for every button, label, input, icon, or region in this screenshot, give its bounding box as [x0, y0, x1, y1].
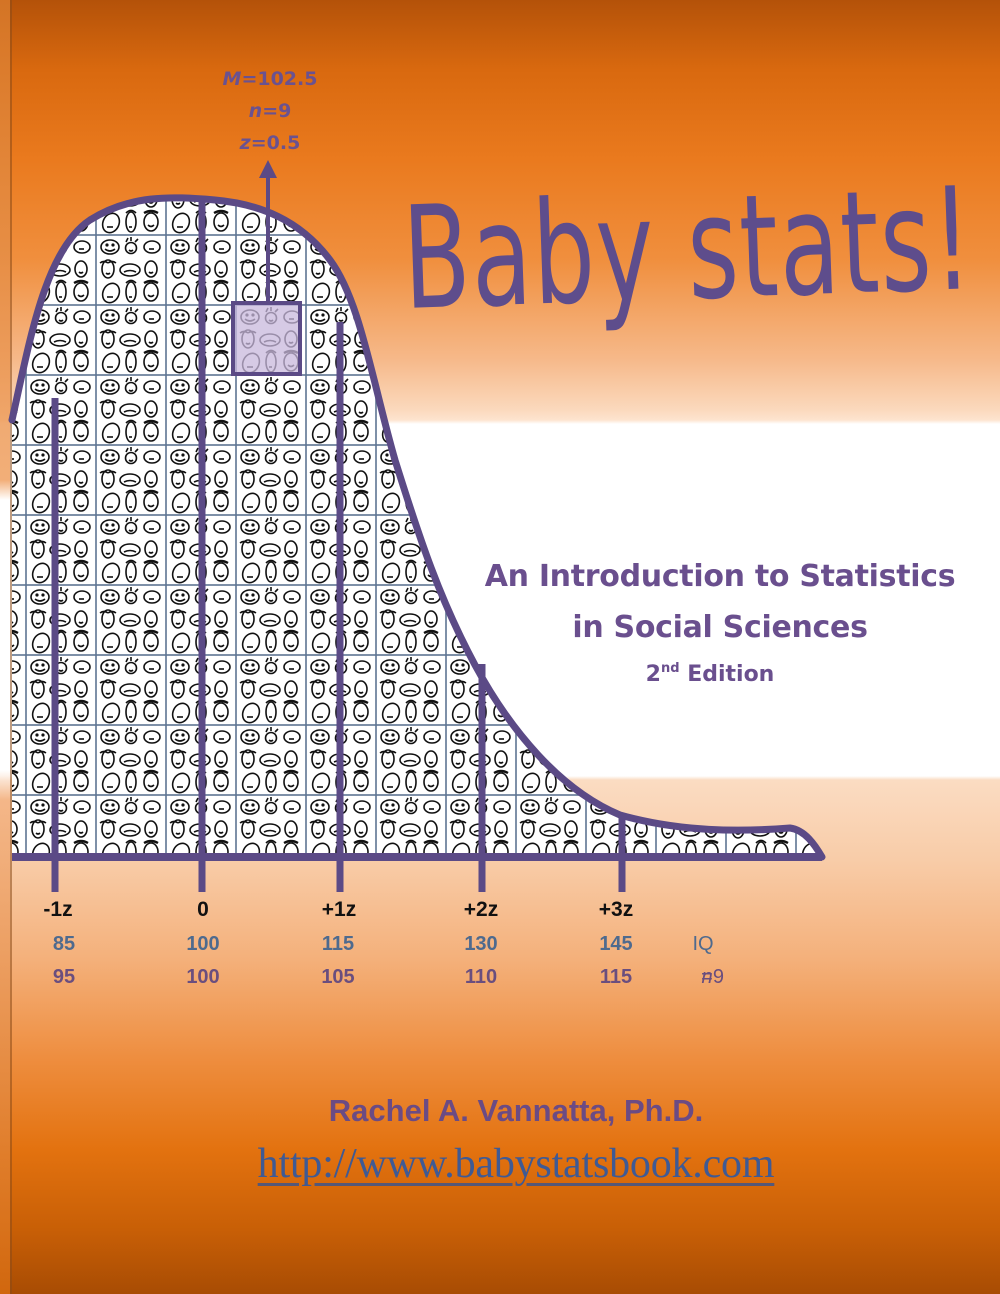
z-label: +2z: [463, 898, 499, 921]
iq-axis-name: IQ: [692, 933, 714, 955]
edition-number: 2: [645, 662, 661, 687]
z-label: +1z: [321, 898, 357, 921]
book-spine-edge: [0, 0, 10, 1294]
n-axis-value: =9: [701, 966, 724, 988]
mean-annotation: M=102.5: [200, 68, 340, 90]
z-value: =0.5: [250, 132, 301, 154]
subtitle-line-2: in Social Sciences: [572, 610, 868, 645]
iq-value: 115: [321, 933, 355, 955]
author-name: Rachel A. Vannatta, Ph.D.: [328, 1093, 704, 1128]
n-axis-var: n: [701, 966, 713, 988]
website-link[interactable]: http://www.babystatsbook.com: [257, 1141, 775, 1187]
book-title: Baby stats!: [395, 150, 985, 350]
z-var: z: [239, 132, 251, 154]
n-annotation: n=9: [200, 100, 340, 122]
subtitle-line-1: An Introduction to Statistics: [484, 559, 956, 594]
n-axis-name: n =9: [701, 966, 724, 989]
n-value: 95: [52, 966, 76, 988]
z-label: -1z: [43, 898, 73, 921]
iq-value: 130: [464, 933, 498, 955]
edition-suffix: nd: [660, 661, 680, 676]
iq-value: 100: [186, 933, 220, 955]
bell-curve-outline: [8, 194, 826, 861]
z-label: +3z: [598, 898, 634, 921]
edition-label: 2nd Edition: [430, 654, 990, 690]
n-value: 115: [599, 966, 633, 988]
n-value: 110: [464, 966, 498, 988]
svg-text:Baby stats!: Baby stats!: [400, 157, 975, 342]
n-value: 105: [321, 966, 355, 988]
n-value: 100: [186, 966, 220, 988]
z-annotation: z=0.5: [200, 132, 340, 154]
mean-var: M: [222, 68, 242, 90]
z-label: 0: [197, 898, 209, 921]
n-var: n: [248, 100, 263, 122]
highlighted-sample-box: [231, 301, 302, 376]
n-value: =9: [262, 100, 292, 122]
spine-line: [10, 0, 12, 1294]
mean-value: =102.5: [241, 68, 318, 90]
edition-word: Edition: [687, 662, 775, 687]
iq-value: 145: [599, 933, 633, 955]
title-lettering: Baby stats!: [400, 157, 975, 342]
iq-value: 85: [52, 933, 76, 955]
up-arrow-icon: [259, 160, 277, 303]
subtitle-block: An Introduction to Statistics in Social …: [450, 556, 990, 690]
